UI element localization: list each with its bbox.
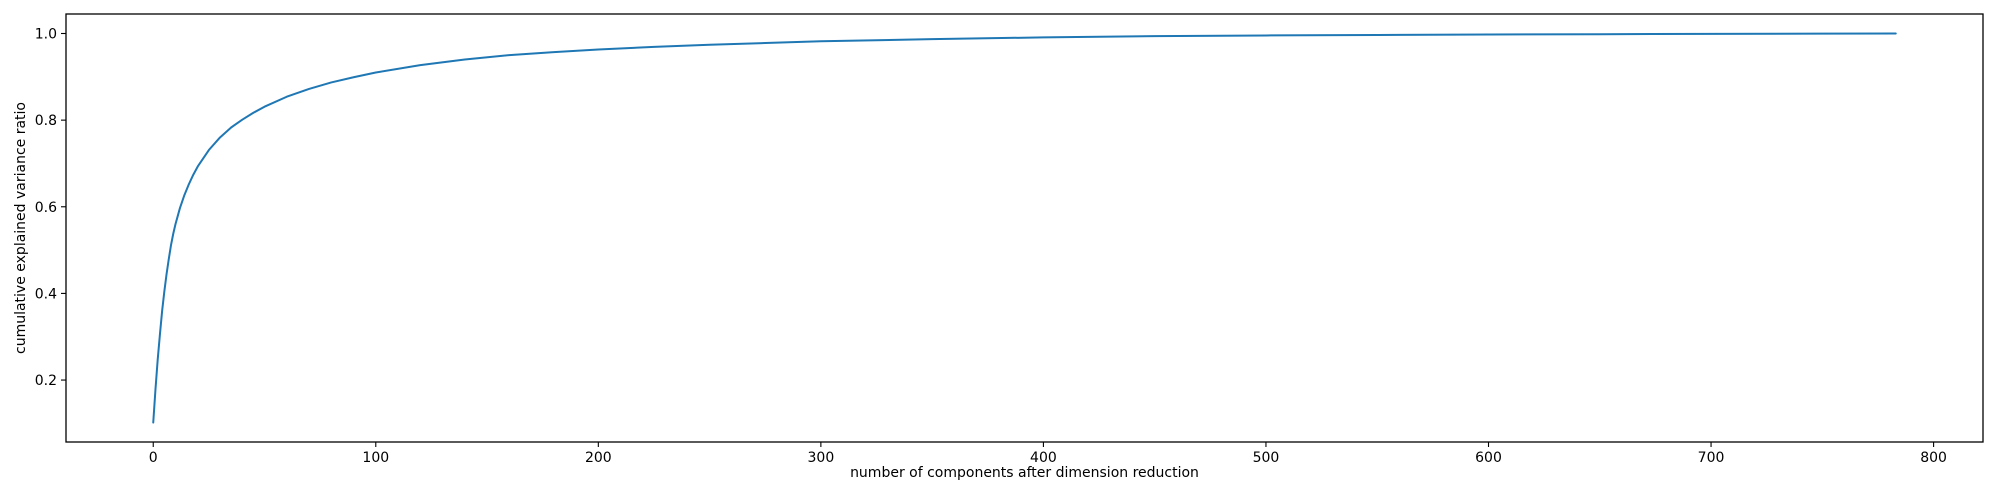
y-tick-label: 1.0 xyxy=(35,26,57,42)
x-tick-label: 300 xyxy=(808,450,835,466)
x-axis-label: number of components after dimension red… xyxy=(850,465,1199,481)
x-tick-label: 500 xyxy=(1253,450,1280,466)
x-tick-label: 700 xyxy=(1698,450,1725,466)
y-tick-label: 0.4 xyxy=(35,286,57,302)
y-tick-label: 0.8 xyxy=(35,113,57,129)
x-axis-ticks: 0 100 200 300 400 500 600 700 800 xyxy=(149,442,1947,466)
cumulative-variance-line xyxy=(152,32,1897,424)
axes-spines xyxy=(65,13,1984,443)
y-tick-label: 0.6 xyxy=(35,200,57,216)
y-axis-label: cumulative explained variance ratio xyxy=(13,102,29,354)
x-tick-label: 600 xyxy=(1475,450,1502,466)
y-tick-label: 0.2 xyxy=(35,373,57,389)
x-tick-label: 800 xyxy=(1920,450,1947,466)
x-tick-label: 200 xyxy=(585,450,612,466)
x-tick-label: 100 xyxy=(362,450,389,466)
y-axis-ticks: 0.2 0.4 0.6 0.8 1.0 xyxy=(35,26,66,389)
x-tick-label: 0 xyxy=(149,450,158,466)
x-tick-label: 400 xyxy=(1030,450,1057,466)
